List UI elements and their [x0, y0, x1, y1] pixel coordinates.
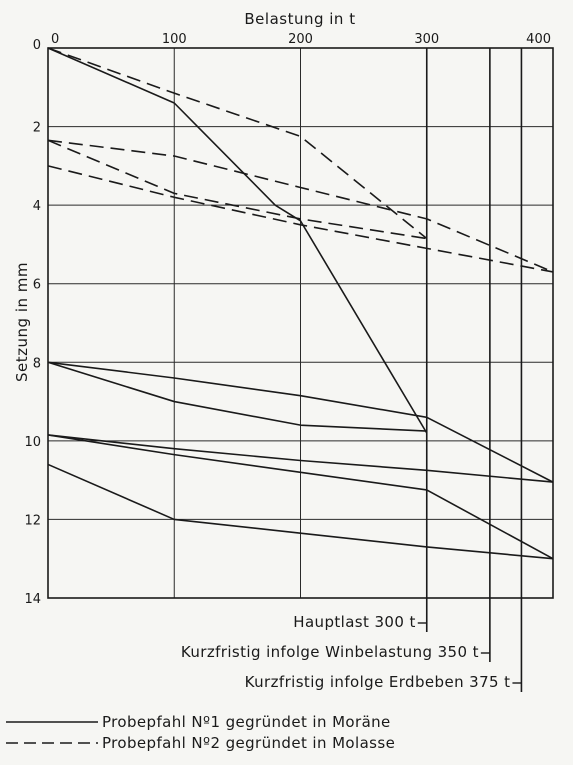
y-tick-label: 8	[33, 356, 41, 371]
series-line-5	[47, 434, 554, 560]
tick-labels: 0 100 200 300 400 0 2 4 6 8 10 12 14	[24, 32, 551, 607]
series-line-10	[47, 165, 554, 273]
series-line-8	[47, 139, 427, 240]
series-line-9	[47, 139, 554, 273]
y-tick-label: 2	[33, 121, 41, 136]
grid	[47, 47, 554, 599]
x-axis-label: Belastung in t	[244, 10, 355, 28]
reference-label: Kurzfristig infolge Winbelastung 350 t	[181, 643, 479, 661]
reference-annotations: Hauptlast 300 t Kurzfristig infolge Winbe…	[181, 613, 511, 691]
x-tick-label: 400	[526, 32, 551, 47]
series-line-6	[47, 463, 554, 560]
y-tick-label: 10	[24, 435, 41, 450]
series-line-4	[47, 434, 554, 483]
x-tick-label: 100	[162, 32, 187, 47]
series-group	[47, 47, 554, 560]
series-line-1	[47, 47, 428, 434]
legend: Probepfahl Nº1 gegründet in Moräne Probep…	[6, 713, 395, 752]
y-tick-label: 6	[33, 278, 41, 293]
y-axis-label: Setzung in mm	[13, 262, 31, 382]
x-tick-label: 300	[414, 32, 439, 47]
legend-label: Probepfahl Nº2 gegründet in Molasse	[102, 734, 395, 752]
x-tick-label: 0	[51, 32, 59, 47]
series-line-7	[47, 47, 428, 240]
y-tick-label: 12	[24, 513, 41, 528]
series-line-3	[47, 361, 554, 483]
legend-label: Probepfahl Nº1 gegründet in Moräne	[102, 713, 391, 731]
plot-frame	[47, 47, 554, 599]
y-tick-label: 14	[24, 592, 41, 607]
y-tick-label: 0	[33, 38, 41, 53]
y-tick-label: 4	[33, 199, 41, 214]
reference-label: Hauptlast 300 t	[293, 613, 415, 631]
series-line-2	[47, 361, 427, 432]
reference-label: Kurzfristig infolge Erdbeben 375 t	[245, 673, 511, 691]
x-tick-label: 200	[288, 32, 313, 47]
reference-lines	[417, 48, 523, 692]
